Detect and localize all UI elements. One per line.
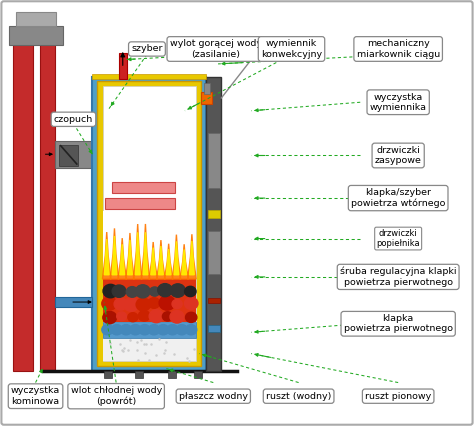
Bar [204,83,210,94]
Circle shape [120,325,132,335]
Circle shape [185,325,197,335]
Polygon shape [143,232,148,275]
Circle shape [126,287,138,297]
Polygon shape [156,240,165,279]
Bar [208,210,220,218]
Bar [135,371,143,378]
Bar [40,43,55,371]
Polygon shape [190,241,194,275]
Circle shape [172,299,182,308]
Bar [9,26,63,45]
Bar [201,92,212,104]
Bar [208,133,220,188]
Bar [112,182,175,193]
Polygon shape [110,228,118,279]
Text: ruszt (wodny): ruszt (wodny) [266,391,331,401]
Text: płaszcz wodny: płaszcz wodny [179,391,248,401]
Text: klapka
powietrza pierwotnego: klapka powietrza pierwotnego [344,314,453,334]
Polygon shape [149,242,157,279]
Circle shape [170,311,184,323]
Text: klapka/szyber
powietrza wtórnego: klapka/szyber powietrza wtórnego [351,188,446,208]
Bar [103,279,196,322]
Polygon shape [120,244,125,275]
Bar [59,145,78,166]
Circle shape [102,297,117,310]
Polygon shape [172,235,181,279]
Circle shape [157,325,169,335]
Bar [92,77,206,371]
Polygon shape [151,248,155,275]
Circle shape [184,286,196,296]
Bar [208,231,220,273]
Polygon shape [166,249,171,275]
Text: szyber: szyber [131,44,163,54]
Bar [103,211,196,279]
Circle shape [159,296,175,310]
Polygon shape [112,236,117,275]
Circle shape [102,325,113,335]
Text: wymiennik
konwekcyjny: wymiennik konwekcyjny [261,39,322,59]
Circle shape [139,325,150,335]
Circle shape [103,284,118,298]
Circle shape [112,285,126,297]
Bar [55,297,92,307]
Bar [208,325,220,332]
Polygon shape [126,233,134,279]
Polygon shape [133,224,142,279]
Polygon shape [174,241,179,275]
Circle shape [148,298,160,308]
Bar [105,198,175,209]
Polygon shape [102,232,111,279]
Bar [194,371,202,378]
Circle shape [138,311,150,321]
Circle shape [103,311,117,324]
Bar [118,53,127,79]
Circle shape [184,297,198,309]
Circle shape [148,325,160,335]
Polygon shape [104,239,109,275]
Text: wlot chłodnej wody
(powrót): wlot chłodnej wody (powrót) [71,386,162,406]
Text: mechaniczny
miarkownik ciągu: mechaniczny miarkownik ciągu [356,39,440,59]
Polygon shape [136,232,140,275]
Circle shape [163,312,173,321]
Bar [168,371,176,378]
Bar [104,371,112,378]
Text: wyczystka
wymiennika: wyczystka wymiennika [370,92,427,112]
Circle shape [167,325,178,335]
Polygon shape [188,234,196,279]
Circle shape [128,313,138,322]
Bar [55,141,107,168]
Bar [206,77,221,371]
Circle shape [111,325,122,335]
Circle shape [149,310,164,322]
Polygon shape [141,224,150,279]
Circle shape [136,285,150,298]
Bar [103,86,196,361]
Bar [103,338,196,361]
Circle shape [170,284,185,297]
Text: śruba regulacyjna klapki
powietrza pierwotnego: śruba regulacyjna klapki powietrza pierw… [340,267,456,287]
Bar [16,12,56,26]
Polygon shape [180,244,189,279]
Circle shape [130,325,141,335]
Bar [13,43,33,371]
Polygon shape [158,246,163,275]
Circle shape [150,287,160,296]
Circle shape [124,298,138,311]
Text: czopuch: czopuch [54,115,93,124]
Circle shape [136,298,150,311]
Text: ruszt pionowy: ruszt pionowy [365,391,431,401]
Circle shape [117,312,127,321]
Circle shape [176,325,188,335]
Circle shape [158,284,172,296]
Circle shape [185,312,197,322]
Polygon shape [164,244,173,279]
Circle shape [114,298,128,310]
Polygon shape [128,240,132,275]
Bar [208,298,220,303]
Polygon shape [182,250,186,275]
Text: drzwiczki
popiełnika: drzwiczki popiełnika [376,229,420,248]
Bar [97,81,201,366]
Text: drzwiczki
zasypowe: drzwiczki zasypowe [375,146,421,165]
